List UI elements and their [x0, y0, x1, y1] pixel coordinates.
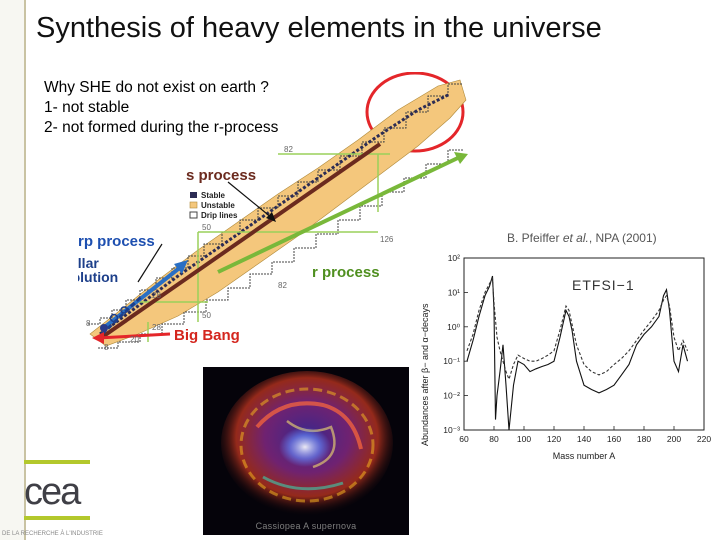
y-tick-label: 10⁻²	[443, 391, 460, 401]
legend-drip-swatch	[189, 211, 198, 219]
legend-drip-lines: Drip lines	[201, 211, 238, 220]
x-tick-label: 80	[489, 434, 499, 444]
intro-question: Why SHE do not exist on earth ?	[44, 79, 269, 96]
y-axis-label: Abundances after β− and α−decays	[420, 303, 430, 446]
series-layer	[466, 275, 689, 431]
magic-z50: 50	[202, 223, 211, 232]
stable-valley	[99, 92, 451, 336]
x-tick-label: 200	[667, 434, 681, 444]
s-process-label: s process	[186, 167, 256, 184]
y-tick-label: 10⁻³	[443, 425, 460, 435]
y-tick-labels: 10² 10¹ 10⁰ 10⁻¹ 10⁻² 10⁻³	[443, 253, 460, 435]
r-process-arrowhead	[454, 152, 468, 164]
x-tick-label: 220	[697, 434, 711, 444]
stellar-label-line1: Stellar	[78, 255, 99, 271]
slide-title: Synthesis of heavy elements in the unive…	[36, 12, 602, 44]
stellar-evolution-arrow	[100, 294, 144, 336]
magic-n82-top: 82	[284, 145, 293, 154]
citation: B. Pfeiffer et al., NPA (2001)	[507, 231, 657, 245]
big-bang-label: Big Bang	[174, 327, 240, 344]
supernova-image	[221, 371, 393, 515]
magic-n126: 126	[380, 235, 394, 244]
remnant-core	[279, 427, 331, 467]
s-process-arrow	[96, 142, 382, 342]
x-tick-label: 120	[547, 434, 561, 444]
legend-stable: Stable	[201, 191, 226, 200]
s-process-pointer	[227, 181, 273, 219]
citation-authors: B. Pfeiffer	[507, 231, 563, 245]
plot-title: ETFSI−1	[572, 277, 635, 293]
side-line	[24, 0, 26, 540]
x-tick-labels: 60 80 100 120 140 160 180 200 220	[459, 434, 711, 444]
intro-reason-1: 1- not stable	[44, 99, 130, 116]
nuclide-chart: Stable Unstable Drip lines s process rp …	[78, 72, 468, 352]
supernova-photo: Cassiopea A supernova	[203, 367, 409, 535]
x-tick-label: 60	[459, 434, 469, 444]
legend: Stable Unstable Drip lines	[189, 191, 238, 220]
x-tick-label: 180	[637, 434, 651, 444]
origin-circle-2	[109, 313, 119, 323]
stellar-label-line2: evolution	[78, 269, 118, 285]
intro-text: Why SHE do not exist on earth ? 1- not s…	[44, 78, 278, 138]
magic-z82: 82	[278, 281, 287, 290]
legend-unstable-swatch	[189, 201, 198, 209]
tick-marks	[463, 257, 705, 431]
y-tick-label: 10²	[448, 253, 460, 263]
citation-etal: et al.	[562, 231, 589, 245]
big-bang-arrowhead	[92, 332, 104, 344]
x-tick-label: 160	[607, 434, 621, 444]
footer-tagline: DE LA RECHERCHE À L'INDUSTRIE	[2, 531, 103, 537]
series-line-2	[466, 276, 689, 381]
magic-n20: 20	[130, 335, 139, 344]
magic-z28: 28	[152, 291, 161, 300]
abundance-chart: 60 80 100 120 140 160 180 200 220 10²10¹10⁰10⁻¹1…	[420, 253, 711, 461]
cea-logo: cea	[24, 460, 90, 520]
intro-reason-2: 2- not formed during the r-process	[44, 119, 279, 136]
s-process-pointer-head	[266, 212, 276, 222]
rp-process-arrowhead	[174, 260, 188, 274]
y-tick-label: 10⁻¹	[443, 356, 460, 366]
r-process-label: r process	[312, 264, 380, 281]
x-tick-label: 140	[577, 434, 591, 444]
x-axis-label: Mass number A	[553, 451, 616, 461]
magic-z8: 8	[86, 319, 91, 328]
legend-unstable: Unstable	[201, 201, 235, 210]
remnant-filament-1	[255, 401, 363, 450]
r-process-arrow	[217, 154, 463, 274]
logo-bar-top	[24, 460, 90, 464]
magic-n8: 8	[104, 343, 109, 352]
y-tick-label: 10¹	[448, 287, 460, 297]
rp-process-arrow	[104, 264, 184, 328]
logo-bar-bottom	[24, 516, 90, 520]
y-tick-label: 10⁰	[447, 322, 460, 332]
rp-process-label: rp process	[78, 233, 155, 250]
rp-process-pointer	[137, 243, 163, 283]
logo-wordmark: cea	[24, 471, 82, 513]
series-line-1	[466, 275, 689, 431]
magic-n28: 28	[152, 323, 161, 332]
origin-circle-1	[100, 324, 108, 332]
plot-frame	[463, 257, 705, 431]
photo-caption: Cassiopea A supernova	[255, 521, 357, 531]
remnant-ring	[239, 387, 375, 503]
big-bang-arrow	[97, 332, 171, 340]
magic-n50: 50	[202, 311, 211, 320]
citation-journal: , NPA (2001)	[588, 231, 657, 245]
side-bar	[0, 0, 24, 540]
x-tick-label: 100	[517, 434, 531, 444]
origin-circle-3	[120, 306, 128, 314]
she-highlight-circle	[365, 72, 465, 153]
remnant-filament-2	[262, 475, 344, 491]
legend-stable-swatch	[190, 192, 197, 198]
